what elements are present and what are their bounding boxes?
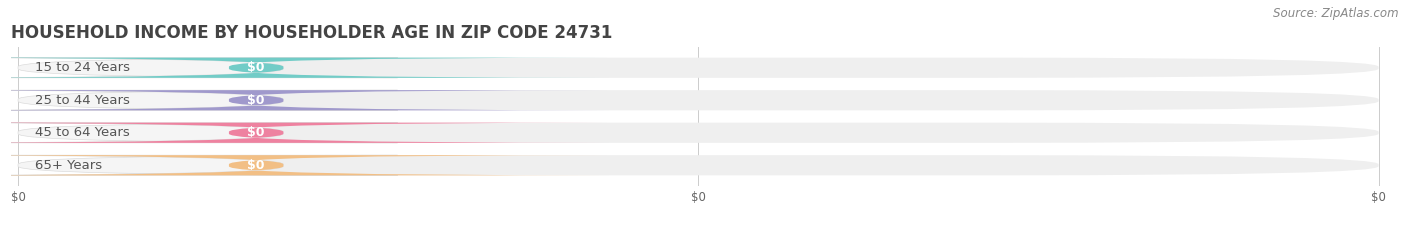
FancyBboxPatch shape bbox=[0, 58, 398, 78]
FancyBboxPatch shape bbox=[0, 90, 609, 110]
Text: $0: $0 bbox=[247, 159, 264, 172]
Text: 25 to 44 Years: 25 to 44 Years bbox=[35, 94, 129, 107]
FancyBboxPatch shape bbox=[0, 90, 398, 110]
Text: 65+ Years: 65+ Years bbox=[35, 159, 103, 172]
FancyBboxPatch shape bbox=[18, 90, 1378, 110]
FancyBboxPatch shape bbox=[18, 155, 1378, 175]
FancyBboxPatch shape bbox=[0, 123, 398, 143]
FancyBboxPatch shape bbox=[18, 123, 1378, 143]
Text: $0: $0 bbox=[247, 61, 264, 74]
FancyBboxPatch shape bbox=[0, 58, 609, 78]
FancyBboxPatch shape bbox=[0, 123, 609, 143]
FancyBboxPatch shape bbox=[0, 155, 398, 175]
Text: $0: $0 bbox=[247, 94, 264, 107]
FancyBboxPatch shape bbox=[18, 58, 1378, 78]
Text: HOUSEHOLD INCOME BY HOUSEHOLDER AGE IN ZIP CODE 24731: HOUSEHOLD INCOME BY HOUSEHOLDER AGE IN Z… bbox=[11, 24, 613, 42]
Text: Source: ZipAtlas.com: Source: ZipAtlas.com bbox=[1274, 7, 1399, 20]
Text: 45 to 64 Years: 45 to 64 Years bbox=[35, 126, 129, 139]
FancyBboxPatch shape bbox=[0, 155, 609, 175]
Text: 15 to 24 Years: 15 to 24 Years bbox=[35, 61, 129, 74]
Text: $0: $0 bbox=[247, 126, 264, 139]
